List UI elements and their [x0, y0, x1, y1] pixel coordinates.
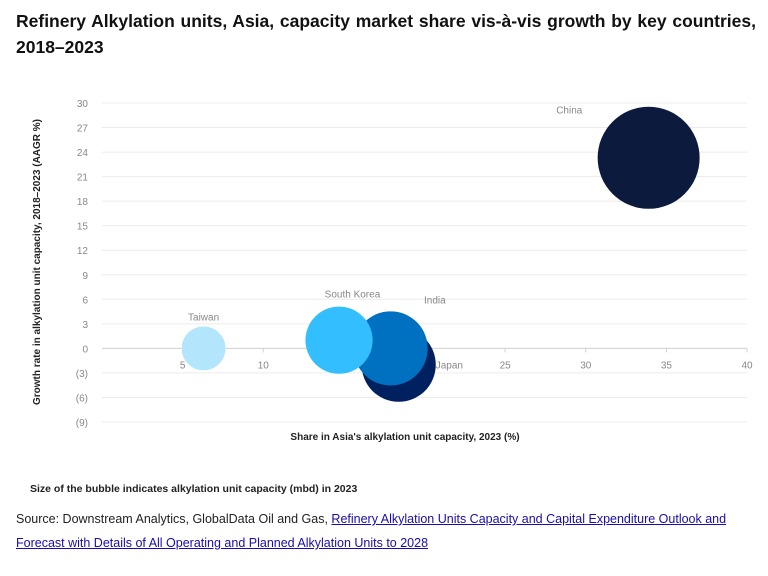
bubble-label: China — [556, 106, 583, 117]
bubble-label: South Korea — [325, 289, 381, 300]
x-tick-label: 10 — [258, 360, 270, 371]
y-tick-label: 6 — [82, 295, 88, 306]
x-tick-label: 5 — [180, 360, 186, 371]
y-axis-label: Growth rate in alkylation unit capacity,… — [32, 119, 43, 405]
x-tick-label: 35 — [661, 360, 673, 371]
x-axis-label: Share in Asia's alkylation unit capacity… — [290, 432, 519, 443]
bubble-taiwan — [181, 326, 226, 371]
y-tick-label: 27 — [77, 124, 89, 135]
x-tick-label: 30 — [580, 360, 592, 371]
y-tick-label: (9) — [76, 418, 88, 429]
source-report-link[interactable]: Refinery Alkylation Units Capacity and C… — [16, 512, 727, 550]
bubble-label: Taiwan — [188, 312, 219, 323]
source-text: Source: Downstream Analytics, GlobalData… — [16, 507, 756, 555]
y-tick-label: 3 — [82, 320, 88, 331]
y-tick-label: 0 — [82, 344, 88, 355]
y-tick-label: (3) — [76, 369, 88, 380]
y-tick-label: 24 — [77, 148, 89, 159]
bubble-chart: 302724211815129630(3)(6)(9)5101520253035… — [32, 99, 753, 443]
bubble-india — [353, 311, 428, 386]
bubble-china — [597, 106, 700, 209]
bubble-size-note: Size of the bubble indicates alkylation … — [30, 483, 358, 495]
x-tick-label: 40 — [741, 360, 753, 371]
y-tick-label: 15 — [77, 222, 89, 233]
y-tick-label: (6) — [76, 393, 88, 404]
y-tick-label: 21 — [77, 173, 89, 184]
y-tick-label: 9 — [82, 271, 88, 282]
bubble-label: Japan — [436, 361, 463, 372]
bubble-south-korea — [305, 306, 373, 374]
y-tick-label: 30 — [77, 99, 89, 110]
y-tick-label: 12 — [77, 246, 89, 257]
chart-title: Refinery Alkylation units, Asia, capacit… — [16, 11, 756, 57]
x-tick-label: 25 — [500, 360, 512, 371]
bubble-label: India — [424, 295, 446, 306]
y-tick-label: 18 — [77, 197, 89, 208]
source-prefix: Source: Downstream Analytics, GlobalData… — [16, 512, 332, 526]
